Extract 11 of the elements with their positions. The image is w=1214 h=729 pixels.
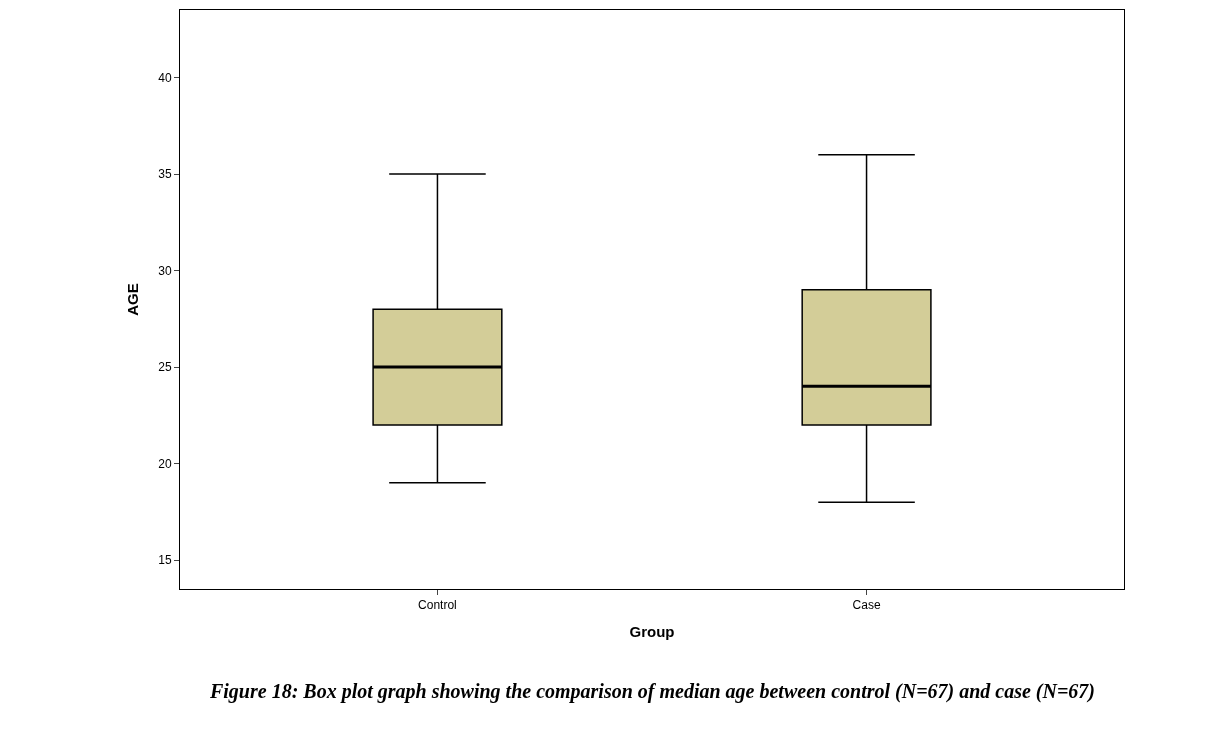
y-tick-label: 25 [158,360,172,375]
y-tick-label: 40 [158,70,172,85]
y-axis-title: AGE [124,283,142,316]
x-axis-title: Group [629,623,675,641]
y-tick-label: 15 [158,553,172,568]
x-tick-label: Case [852,598,881,613]
y-tick-label: 20 [158,456,172,471]
caption: Figure 18: Box plot graph showing the comparison of median age between control (N=67) and case (N=67) [208,680,1096,703]
x-tick-label: Control [418,598,457,613]
y-tick-label: 35 [158,167,172,182]
y-tick-label: 30 [158,263,172,278]
